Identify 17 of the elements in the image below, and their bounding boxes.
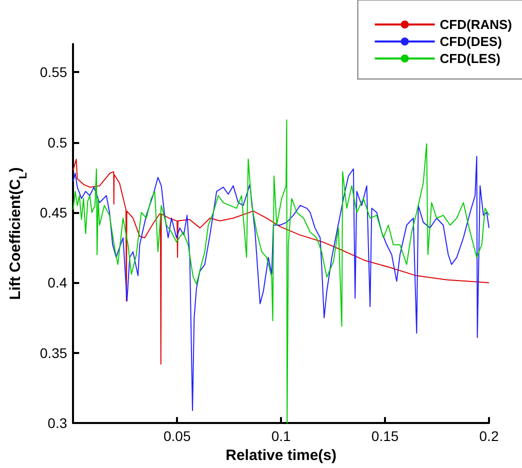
y-axis-title: Lift Coefficient(CL): [7, 167, 30, 300]
x-tick-label: 0.2: [479, 428, 499, 444]
x-tick-label: 0.15: [371, 428, 399, 444]
y-tick-label: 0.5: [48, 134, 68, 150]
y-tick-label: 0.3: [48, 415, 68, 432]
x-axis-title: Relative time(s): [226, 447, 337, 464]
line-series: [72, 156, 490, 411]
y-tick-label: 0.55: [40, 64, 68, 80]
x-tick-label: 0.05: [163, 428, 191, 444]
legend-label: CFD(LES): [440, 51, 500, 66]
line-series: [72, 158, 490, 365]
x-tick-label: 0.1: [271, 428, 292, 444]
y-tick-label: 0.4: [48, 274, 68, 291]
legend-label: CFD(RANS): [440, 17, 512, 32]
legend-label: CFD(DES): [440, 34, 502, 49]
y-tick-label: 0.35: [40, 344, 68, 361]
y-tick-label: 0.45: [40, 204, 68, 220]
